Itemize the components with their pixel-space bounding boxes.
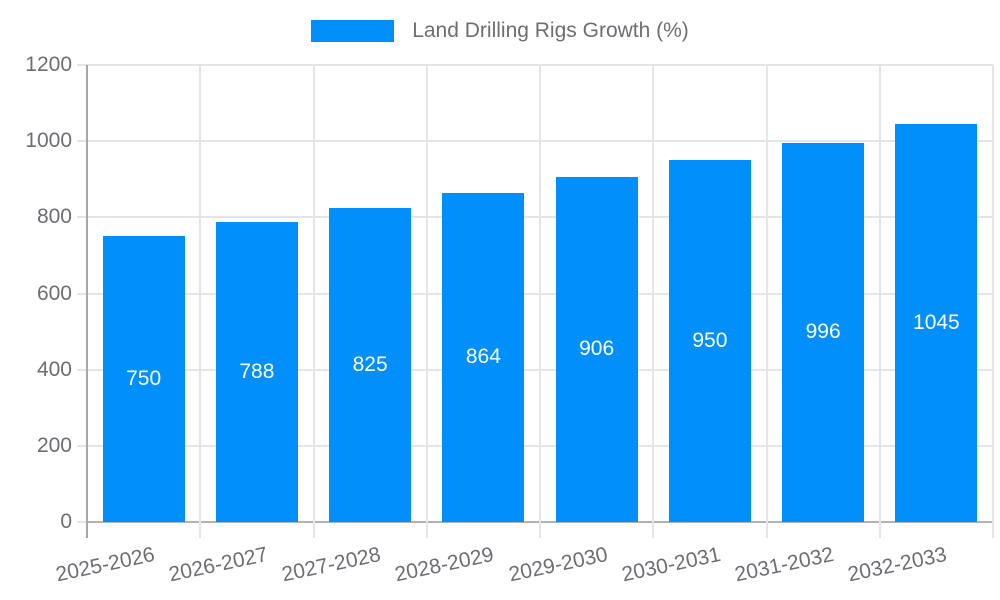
y-axis-tick-label: 200 — [36, 433, 72, 457]
bar-2032-2033[interactable]: 1045 — [895, 124, 978, 522]
bar-value-label: 996 — [805, 320, 841, 344]
y-axis-line — [86, 65, 88, 538]
y-axis-tick — [77, 292, 87, 295]
x-axis-tick-label: 2030-2031 — [619, 543, 723, 587]
legend-label: Land Drilling Rigs Growth (%) — [412, 19, 689, 42]
y-axis-tick-label: 1200 — [25, 53, 72, 76]
x-gridline — [992, 65, 994, 538]
bar-2029-2030[interactable]: 906 — [555, 176, 638, 522]
bar-value-label: 788 — [239, 359, 275, 383]
x-gridline — [312, 65, 315, 538]
x-gridline — [878, 65, 881, 538]
bar-2027-2028[interactable]: 825 — [329, 207, 412, 522]
bar-2031-2032[interactable]: 996 — [782, 142, 865, 522]
x-axis-tick-label: 2028-2029 — [393, 543, 497, 587]
bar-2026-2027[interactable]: 788 — [215, 221, 298, 522]
x-axis-tick-label: 2032-2033 — [846, 543, 950, 587]
bar-2030-2031[interactable]: 950 — [668, 160, 751, 522]
bar-value-label: 906 — [579, 337, 615, 361]
x-axis-tick-label: 2025-2026 — [53, 543, 157, 587]
x-axis-tick-label: 2026-2027 — [166, 543, 270, 587]
x-gridline — [199, 65, 202, 538]
y-axis-tick — [77, 521, 87, 523]
x-axis-tick-label: 2027-2028 — [279, 543, 383, 587]
y-axis-tick-label: 1000 — [25, 129, 72, 153]
bar-2028-2029[interactable]: 864 — [442, 192, 525, 522]
y-axis-tick — [77, 64, 87, 66]
bar-value-label: 1045 — [913, 311, 960, 334]
x-gridline — [425, 65, 428, 538]
x-gridline — [652, 65, 655, 538]
y-axis-tick-label: 800 — [36, 205, 72, 229]
y-axis-tick-label: 400 — [36, 357, 72, 381]
y-axis-tick — [77, 444, 87, 447]
x-axis-tick-label: 2029-2030 — [506, 543, 610, 587]
legend: Land Drilling Rigs Growth (%) — [0, 20, 1000, 42]
bar-value-label: 950 — [692, 329, 728, 353]
legend-item[interactable]: Land Drilling Rigs Growth (%) — [311, 20, 689, 42]
bar-2025-2026[interactable]: 750 — [102, 236, 185, 522]
y-axis-tick — [77, 140, 87, 143]
bar-value-label: 825 — [352, 352, 388, 376]
x-gridline — [539, 65, 541, 538]
legend-swatch-icon — [311, 20, 395, 42]
y-axis-tick — [77, 216, 87, 219]
x-gridline — [765, 65, 768, 538]
x-axis-tick-label: 2031-2032 — [732, 543, 836, 587]
bar-value-label: 750 — [126, 367, 162, 391]
y-axis-tick — [77, 368, 87, 371]
y-axis-tick-label: 0 — [60, 510, 72, 533]
bar-value-label: 864 — [465, 345, 501, 369]
y-axis-tick-label: 600 — [36, 281, 72, 305]
